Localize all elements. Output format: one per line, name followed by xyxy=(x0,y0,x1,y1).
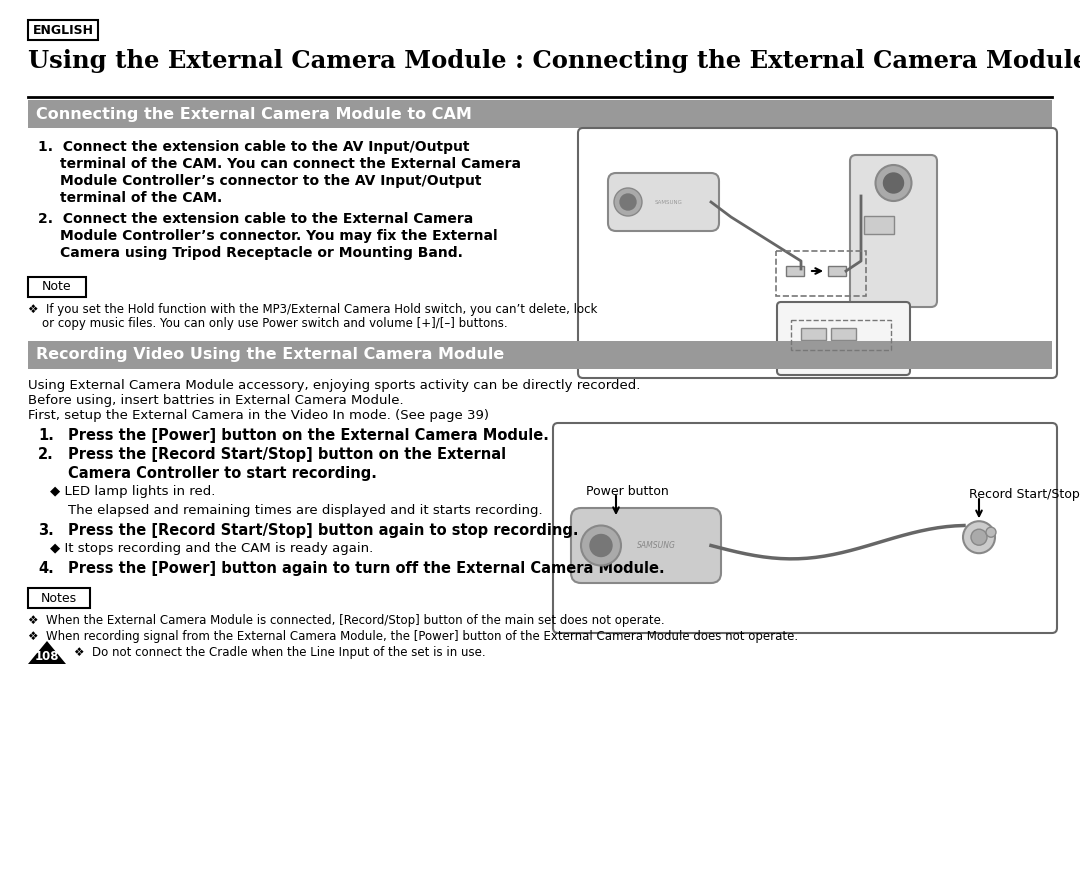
Text: Module Controller’s connector. You may fix the External: Module Controller’s connector. You may f… xyxy=(60,229,498,243)
Text: Using External Camera Module accessory, enjoying sports activity can be directly: Using External Camera Module accessory, … xyxy=(28,379,640,392)
Bar xyxy=(831,328,856,340)
Text: 1.  Connect the extension cable to the AV Input/Output: 1. Connect the extension cable to the AV… xyxy=(38,140,470,154)
Text: ❖  When the External Camera Module is connected, [Record/Stop] button of the mai: ❖ When the External Camera Module is con… xyxy=(28,614,664,627)
FancyBboxPatch shape xyxy=(777,302,910,375)
Circle shape xyxy=(590,534,612,556)
Text: ENGLISH: ENGLISH xyxy=(32,24,94,36)
Circle shape xyxy=(986,527,996,537)
Bar xyxy=(777,251,866,296)
Text: ❖  If you set the Hold function with the MP3/External Camera Hold switch, you ca: ❖ If you set the Hold function with the … xyxy=(28,303,597,316)
Circle shape xyxy=(971,529,987,546)
Bar xyxy=(791,320,891,350)
Circle shape xyxy=(963,521,995,554)
Circle shape xyxy=(883,173,904,193)
Text: SAMSUNG: SAMSUNG xyxy=(636,541,675,550)
Bar xyxy=(786,266,804,276)
Circle shape xyxy=(615,188,642,216)
Text: ◆ LED lamp lights in red.: ◆ LED lamp lights in red. xyxy=(50,485,215,498)
Text: terminal of the CAM. You can connect the External Camera: terminal of the CAM. You can connect the… xyxy=(60,157,521,171)
Polygon shape xyxy=(28,641,66,664)
Text: Module Controller’s connector to the AV Input/Output: Module Controller’s connector to the AV … xyxy=(60,174,482,188)
Text: Press the [Power] button on the External Camera Module.: Press the [Power] button on the External… xyxy=(68,428,549,443)
Bar xyxy=(801,328,826,340)
FancyBboxPatch shape xyxy=(578,128,1057,378)
Text: ◆ It stops recording and the CAM is ready again.: ◆ It stops recording and the CAM is read… xyxy=(50,542,374,555)
Bar xyxy=(28,20,98,40)
Bar xyxy=(28,100,1052,128)
Text: SAMSUNG: SAMSUNG xyxy=(654,200,683,204)
FancyBboxPatch shape xyxy=(850,155,937,307)
Text: 108: 108 xyxy=(35,649,59,663)
Text: 1.: 1. xyxy=(38,428,54,443)
Text: Recording Video Using the External Camera Module: Recording Video Using the External Camer… xyxy=(36,348,504,363)
Bar xyxy=(28,277,86,297)
Text: Camera using Tripod Receptacle or Mounting Band.: Camera using Tripod Receptacle or Mounti… xyxy=(60,246,463,260)
Text: Notes: Notes xyxy=(41,591,77,605)
Bar xyxy=(28,341,1052,369)
Text: ❖  When recording signal from the External Camera Module, the [Power] button of : ❖ When recording signal from the Externa… xyxy=(28,630,798,643)
Text: Record Start/Stop: Record Start/Stop xyxy=(969,488,1080,502)
Text: Press the [Record Start/Stop] button on the External: Press the [Record Start/Stop] button on … xyxy=(68,447,507,462)
Circle shape xyxy=(581,525,621,566)
FancyBboxPatch shape xyxy=(553,423,1057,633)
Text: 4.: 4. xyxy=(38,561,54,576)
Bar xyxy=(28,588,90,608)
Text: 2.  Connect the extension cable to the External Camera: 2. Connect the extension cable to the Ex… xyxy=(38,212,473,226)
Text: Note: Note xyxy=(42,281,71,294)
Text: Press the [Record Start/Stop] button again to stop recording.: Press the [Record Start/Stop] button aga… xyxy=(68,523,579,538)
Bar xyxy=(864,216,894,234)
Text: terminal of the CAM.: terminal of the CAM. xyxy=(60,191,222,205)
Text: ❖  Do not connect the Cradle when the Line Input of the set is in use.: ❖ Do not connect the Cradle when the Lin… xyxy=(75,646,486,659)
Circle shape xyxy=(620,194,636,210)
Text: Connecting the External Camera Module to CAM: Connecting the External Camera Module to… xyxy=(36,106,472,121)
Bar xyxy=(828,266,846,276)
Text: Before using, insert battries in External Camera Module.: Before using, insert battries in Externa… xyxy=(28,394,404,407)
Text: 2.: 2. xyxy=(38,447,54,462)
Text: Using the External Camera Module : Connecting the External Camera Module: Using the External Camera Module : Conne… xyxy=(28,49,1080,73)
Text: or copy music files. You can only use Power switch and volume [+]/[–] buttons.: or copy music files. You can only use Po… xyxy=(42,317,508,330)
Circle shape xyxy=(876,165,912,201)
Text: The elapsed and remaining times are displayed and it starts recording.: The elapsed and remaining times are disp… xyxy=(68,504,542,517)
Text: Power button: Power button xyxy=(586,485,669,498)
Text: First, setup the External Camera in the Video In mode. (See page 39): First, setup the External Camera in the … xyxy=(28,409,489,422)
Text: Camera Controller to start recording.: Camera Controller to start recording. xyxy=(68,466,377,481)
Text: Press the [Power] button again to turn off the External Camera Module.: Press the [Power] button again to turn o… xyxy=(68,561,664,576)
FancyBboxPatch shape xyxy=(608,173,719,231)
Text: 3.: 3. xyxy=(38,523,54,538)
FancyBboxPatch shape xyxy=(571,508,721,583)
